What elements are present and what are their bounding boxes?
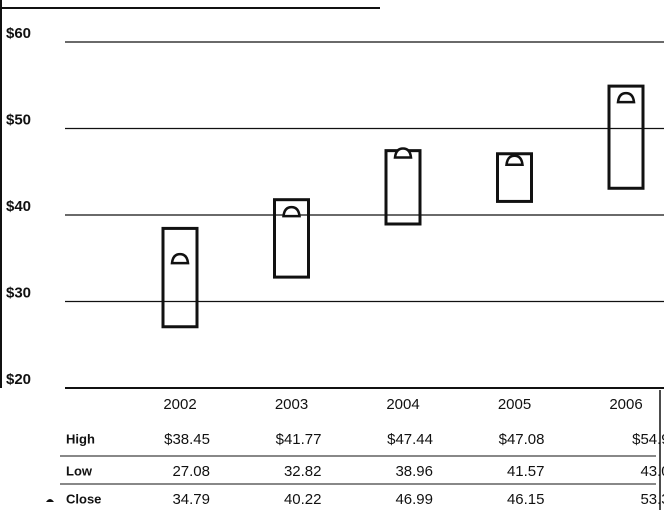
legend-marker [46, 499, 54, 502]
close-marker [170, 252, 190, 265]
table-value: 32.82 [284, 463, 322, 480]
table-value: 38.96 [395, 463, 433, 480]
close-marker [505, 154, 524, 167]
table-value: 41.57 [507, 463, 545, 480]
close-marker [616, 91, 636, 104]
x-tick-label: 2005 [498, 396, 531, 413]
table-value: 27.08 [172, 463, 210, 480]
close-marker [393, 147, 413, 159]
table-value: 53.39 [640, 491, 664, 508]
high-low-bar [161, 226, 199, 329]
table-value: 46.99 [395, 491, 433, 508]
table-value: $54.90 [632, 431, 664, 448]
table-value: $47.08 [499, 431, 545, 448]
y-tick-label: $60 [6, 25, 31, 42]
row-label: High [66, 431, 95, 446]
table-value: 40.22 [284, 491, 322, 508]
table-value: $38.45 [164, 431, 210, 448]
x-tick-label: 2006 [609, 396, 642, 413]
x-tick-label: 2003 [275, 396, 308, 413]
table-value: $47.44 [387, 431, 433, 448]
y-tick-label: $20 [6, 371, 31, 388]
y-tick-label: $50 [6, 111, 31, 128]
high-low-bar [384, 149, 422, 226]
high-low-bar [607, 84, 645, 190]
y-tick-label: $40 [6, 198, 31, 215]
row-label: Close [66, 491, 101, 506]
row-label: Low [66, 463, 93, 478]
high-low-bar [273, 198, 310, 279]
table-value: $41.77 [276, 431, 322, 448]
close-marker [282, 205, 301, 218]
table-value: 43.09 [640, 463, 664, 480]
table-value: 46.15 [507, 491, 545, 508]
y-tick-label: $30 [6, 284, 31, 301]
x-tick-label: 2004 [386, 396, 419, 413]
table-value: 34.79 [172, 491, 210, 508]
high-low-bar [496, 152, 533, 203]
x-tick-label: 2002 [163, 396, 196, 413]
